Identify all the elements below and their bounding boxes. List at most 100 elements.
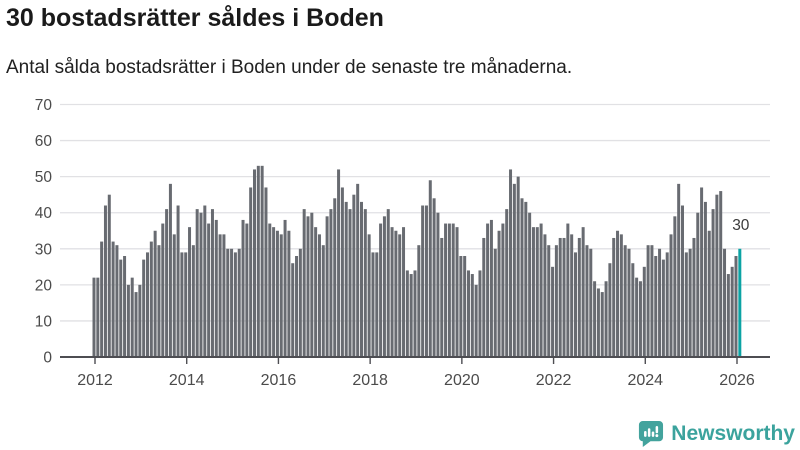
- bar: [680, 205, 684, 357]
- bar: [333, 198, 337, 357]
- bar: [505, 209, 509, 357]
- bar: [413, 270, 417, 357]
- bar: [111, 241, 115, 357]
- bar: [627, 248, 631, 357]
- bar: [715, 194, 719, 357]
- bar: [371, 252, 375, 357]
- bar: [531, 227, 535, 357]
- bar: [264, 187, 268, 357]
- bar: [539, 223, 543, 357]
- bar: [402, 227, 406, 357]
- x-tick-label: 2016: [261, 372, 297, 389]
- bar: [306, 216, 310, 357]
- bar: [142, 259, 146, 357]
- bar: [684, 252, 688, 357]
- bar: [176, 205, 180, 357]
- x-tick-label: 2022: [536, 372, 572, 389]
- bar: [352, 194, 356, 357]
- bar: [214, 219, 218, 357]
- bar: [191, 245, 195, 357]
- bar: [596, 288, 600, 357]
- bar: [382, 216, 386, 357]
- bar: [295, 256, 299, 357]
- bar: [134, 292, 138, 357]
- bar: [103, 205, 107, 357]
- bar: [172, 234, 176, 357]
- bar: [119, 259, 123, 357]
- bar: [463, 256, 467, 357]
- bar: [107, 194, 111, 357]
- bar: [593, 281, 597, 357]
- bar: [478, 270, 482, 357]
- bar: [577, 237, 581, 357]
- bar: [512, 183, 516, 357]
- bar: [195, 209, 199, 357]
- bar: [260, 165, 264, 357]
- bar: [379, 223, 383, 357]
- bar: [325, 216, 329, 357]
- bar: [203, 205, 207, 357]
- bar: [528, 212, 532, 357]
- bar: [734, 256, 738, 357]
- bar: [222, 234, 226, 357]
- bar: [509, 169, 513, 357]
- bar: [226, 248, 230, 357]
- bar: [157, 245, 161, 357]
- bar: [432, 198, 436, 357]
- bar: [317, 234, 321, 357]
- bar: [459, 256, 463, 357]
- x-tick-label: 2014: [169, 372, 205, 389]
- newsworthy-logo-text: Newsworthy: [671, 421, 795, 445]
- bar: [394, 230, 398, 357]
- bar: [409, 274, 413, 357]
- y-tick-label: 40: [35, 205, 53, 222]
- bar: [604, 281, 608, 357]
- bar: [375, 252, 379, 357]
- bar: [436, 212, 440, 357]
- bar: [589, 248, 593, 357]
- bar: [573, 252, 577, 357]
- bar: [207, 223, 211, 357]
- bar: [650, 245, 654, 357]
- bar: [486, 223, 490, 357]
- bar: [386, 209, 390, 357]
- newsworthy-logo[interactable]: Newsworthy: [637, 420, 795, 447]
- bar: [638, 281, 642, 357]
- bar: [501, 223, 505, 357]
- bar: [256, 165, 260, 357]
- bar: [623, 245, 627, 357]
- bar: [145, 252, 149, 357]
- bar: [287, 230, 291, 357]
- y-tick-label: 30: [35, 241, 53, 258]
- bar: [661, 259, 665, 357]
- bar: [321, 245, 325, 357]
- bar: [233, 252, 237, 357]
- bar: [100, 241, 104, 357]
- bar: [474, 284, 478, 357]
- bar: [440, 237, 444, 357]
- bar: [677, 183, 681, 357]
- bar: [237, 248, 241, 357]
- bar: [115, 245, 119, 357]
- bar: [421, 205, 425, 357]
- bar: [493, 248, 497, 357]
- bar: [92, 277, 96, 357]
- bar: [138, 284, 142, 357]
- bar: [585, 245, 589, 357]
- y-tick-label: 0: [43, 350, 52, 367]
- bar: [275, 230, 279, 357]
- bar: [654, 256, 658, 357]
- bar: [428, 180, 432, 357]
- bar: [688, 248, 692, 357]
- bar: [466, 270, 470, 357]
- bar: [497, 230, 501, 357]
- y-tick-label: 70: [35, 97, 53, 114]
- bar: [126, 284, 130, 357]
- bar: [340, 187, 344, 357]
- bar: [272, 227, 276, 357]
- bar: [696, 212, 700, 357]
- bar: [165, 209, 169, 357]
- bar: [451, 223, 455, 357]
- bar: [730, 266, 734, 357]
